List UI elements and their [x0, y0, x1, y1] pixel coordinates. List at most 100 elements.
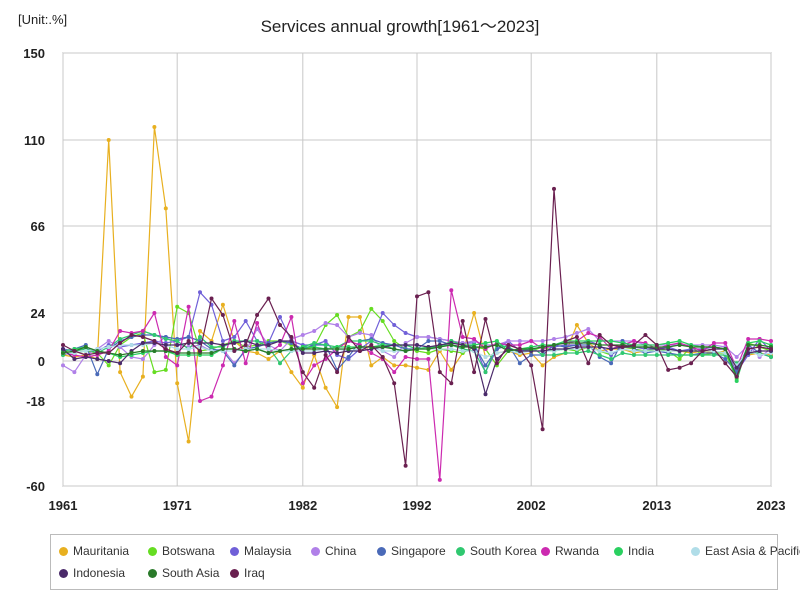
- data-point: [666, 345, 671, 349]
- data-point: [643, 353, 648, 357]
- data-point: [346, 315, 351, 319]
- data-point: [175, 363, 180, 368]
- data-point: [437, 339, 442, 343]
- data-point: [300, 370, 305, 375]
- data-point: [700, 349, 705, 353]
- data-point: [335, 351, 340, 355]
- data-point: [574, 331, 579, 335]
- data-point: [494, 351, 499, 355]
- legend-label: Singapore: [391, 544, 446, 558]
- data-point: [95, 351, 100, 355]
- data-point: [152, 311, 157, 315]
- data-point: [586, 349, 591, 353]
- data-point: [540, 339, 545, 343]
- data-point: [152, 333, 157, 337]
- data-point: [574, 335, 579, 339]
- data-point: [278, 349, 282, 353]
- data-point: [415, 343, 419, 347]
- data-point: [209, 296, 214, 301]
- data-point: [415, 357, 419, 361]
- data-point: [711, 353, 716, 357]
- data-point: [403, 355, 408, 359]
- data-point: [677, 357, 682, 361]
- data-point: [746, 347, 751, 351]
- data-point: [289, 347, 294, 351]
- data-point: [380, 355, 385, 359]
- data-point: [540, 427, 545, 432]
- y-tick-label: -18: [26, 394, 45, 409]
- data-point: [289, 315, 294, 319]
- data-point: [666, 341, 671, 345]
- data-point: [198, 335, 202, 339]
- data-point: [369, 363, 374, 368]
- data-point: [140, 374, 145, 379]
- data-point: [278, 343, 282, 347]
- data-point: [278, 315, 282, 319]
- data-point: [449, 347, 454, 351]
- data-point: [163, 206, 168, 211]
- data-point: [278, 361, 282, 366]
- data-point: [757, 349, 762, 353]
- chart-title: Services annual growth[1961～2023]: [260, 17, 540, 36]
- data-point: [369, 351, 374, 355]
- legend-marker: [230, 569, 239, 578]
- data-point: [323, 385, 328, 390]
- data-point: [426, 339, 431, 343]
- data-point: [426, 347, 431, 351]
- data-point: [83, 353, 88, 357]
- data-point: [769, 355, 773, 359]
- data-point: [95, 357, 100, 361]
- data-point: [140, 335, 145, 339]
- x-tick-label: 1971: [163, 498, 192, 513]
- data-point: [129, 394, 134, 399]
- data-point: [597, 333, 602, 337]
- legend-label: Rwanda: [555, 544, 600, 558]
- data-point: [175, 343, 180, 347]
- data-point: [757, 345, 762, 349]
- data-point: [175, 339, 180, 343]
- data-point: [312, 341, 317, 345]
- data-point: [540, 353, 545, 357]
- data-point: [95, 372, 100, 377]
- data-point: [426, 357, 431, 361]
- data-point: [586, 361, 591, 366]
- data-point: [106, 359, 111, 363]
- x-tick-label: 2002: [517, 498, 546, 513]
- data-point: [437, 370, 442, 375]
- data-point: [140, 349, 145, 353]
- data-point: [83, 345, 88, 349]
- data-point: [677, 343, 682, 347]
- data-point: [300, 347, 305, 351]
- data-point: [72, 349, 77, 353]
- data-point: [175, 347, 180, 351]
- data-point: [437, 477, 442, 482]
- y-tick-label: 66: [31, 219, 45, 234]
- data-point: [609, 339, 614, 343]
- data-point: [140, 329, 145, 333]
- data-point: [426, 351, 431, 355]
- x-tick-label: 2023: [757, 498, 786, 513]
- data-point: [711, 341, 716, 345]
- data-point: [757, 339, 762, 343]
- data-point: [574, 341, 579, 345]
- data-point: [449, 381, 454, 386]
- data-point: [106, 351, 111, 355]
- data-point: [232, 349, 237, 353]
- x-tick-label: 1992: [403, 498, 432, 513]
- data-point: [757, 353, 762, 357]
- data-point: [289, 335, 294, 339]
- data-point: [517, 343, 522, 347]
- data-point: [734, 374, 739, 379]
- data-point: [220, 313, 225, 317]
- legend-marker: [456, 547, 465, 556]
- data-point: [574, 345, 579, 349]
- data-point: [346, 355, 351, 359]
- data-point: [460, 335, 465, 339]
- data-point: [243, 343, 248, 347]
- data-point: [300, 351, 305, 355]
- data-point: [654, 343, 659, 347]
- data-point: [483, 392, 488, 397]
- data-point: [175, 381, 180, 386]
- data-point: [106, 345, 111, 349]
- data-point: [506, 339, 511, 343]
